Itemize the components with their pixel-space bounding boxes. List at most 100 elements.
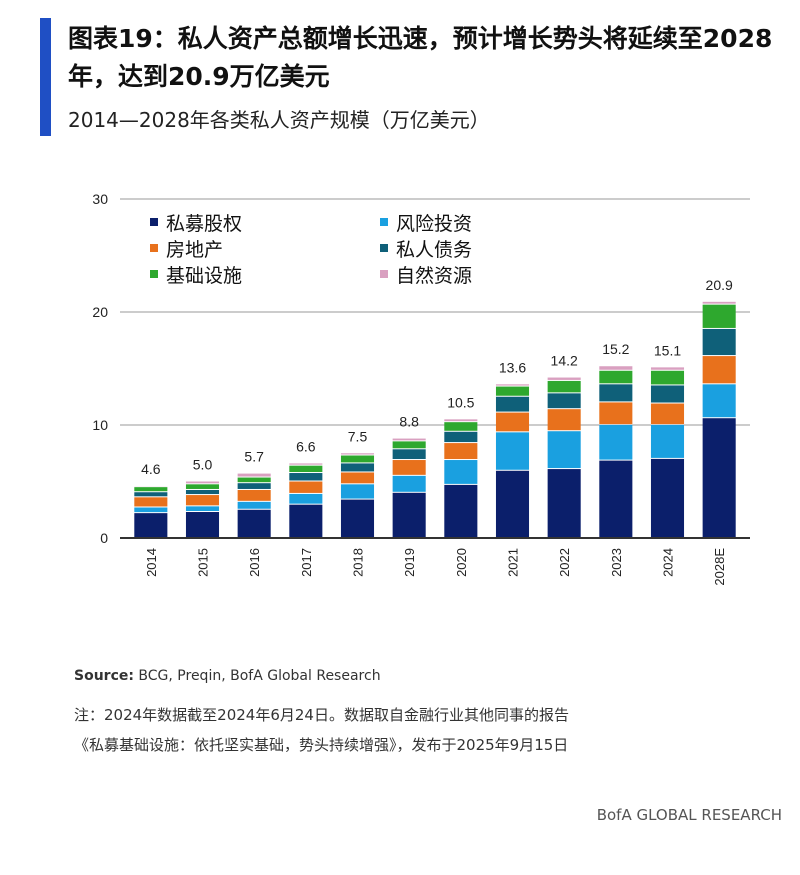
bar-segment: [134, 492, 168, 497]
bar-segment: [289, 481, 323, 493]
bar-segment: [185, 506, 220, 512]
legend-swatch: [380, 218, 388, 226]
legend-label: 基础设施: [166, 265, 242, 287]
note-line-1: 注：2024年数据截至2024年6月24日。数据取自金融行业其他同事的报告: [74, 706, 569, 724]
source-text: BCG, Preqin, BofA Global Research: [133, 668, 381, 684]
data-label: 15.1: [654, 342, 681, 358]
x-tick-label: 2020: [454, 548, 469, 577]
data-label: 10.5: [447, 394, 474, 410]
bar-segment: [237, 483, 271, 489]
legend-label: 自然资源: [396, 265, 472, 287]
y-tick-label: 30: [92, 191, 108, 207]
data-label: 14.2: [551, 353, 578, 369]
bar-segment: [650, 370, 685, 385]
x-tick-label: 2018: [351, 548, 366, 577]
data-label: 7.5: [348, 428, 368, 444]
bar-segment: [185, 512, 220, 537]
bar-segment: [444, 431, 478, 443]
legend-label: 房地产: [166, 239, 223, 261]
bar-segment: [599, 425, 633, 460]
bar-segment: [340, 453, 375, 455]
bar-segment: [289, 465, 323, 473]
data-label: 20.9: [706, 277, 733, 293]
data-label: 6.6: [296, 438, 316, 454]
chart-subtitle: 2014—2028年各类私人资产规模（万亿美元）: [68, 108, 490, 132]
bar-segment: [702, 304, 736, 328]
bar-segment: [599, 366, 633, 370]
bar-segment: [185, 495, 220, 506]
data-label: 15.2: [602, 341, 629, 357]
bar-segment: [340, 455, 375, 463]
bar-segment: [495, 396, 530, 412]
data-label: 8.8: [399, 414, 419, 430]
bar-segment: [547, 377, 581, 380]
brand-logo-text: BofA GLOBAL RESEARCH: [596, 806, 782, 824]
bar-segment: [340, 484, 375, 499]
bar-segment: [237, 477, 271, 483]
bar-segment: [650, 403, 685, 424]
y-tick-label: 10: [92, 417, 108, 433]
data-label: 5.0: [193, 457, 213, 473]
bar-segment: [444, 422, 478, 431]
x-tick-label: 2014: [144, 548, 159, 577]
bar-segment: [392, 438, 426, 441]
bar-segment: [495, 386, 530, 396]
bar-segment: [599, 402, 633, 424]
bar-segment: [547, 469, 581, 537]
bar-segment: [650, 425, 685, 458]
bar-segment: [289, 473, 323, 481]
bar-segment: [340, 499, 375, 537]
bar-segment: [134, 487, 168, 492]
data-label: 4.6: [141, 461, 161, 477]
bar-segment: [444, 460, 478, 484]
bar-segment: [289, 504, 323, 537]
legend-swatch: [150, 218, 158, 226]
bar-segment: [495, 384, 530, 386]
bar-segment: [392, 492, 426, 537]
bar-segment: [702, 384, 736, 418]
legend-swatch: [380, 244, 388, 252]
legend-swatch: [380, 270, 388, 278]
note-line-2: 《私募基础设施：依托坚实基础，势头持续增强》，发布于2025年9月15日: [74, 736, 569, 754]
x-tick-label: 2017: [299, 548, 314, 577]
bar-segment: [547, 409, 581, 431]
bar-segment: [392, 441, 426, 449]
bar-segment: [495, 432, 530, 470]
x-tick-label: 2016: [247, 548, 262, 577]
bar-segment: [134, 497, 168, 507]
bar-segment: [134, 513, 168, 537]
bar-segment: [650, 367, 685, 370]
x-tick-label: 2022: [557, 548, 572, 577]
bar-segment: [237, 501, 271, 509]
legend-label: 风险投资: [396, 213, 472, 235]
bar-segment: [134, 507, 168, 513]
bar-segment: [495, 470, 530, 537]
bar-segment: [650, 385, 685, 403]
bar-segment: [185, 481, 220, 484]
bar-segment: [185, 484, 220, 489]
bar-segment: [444, 484, 478, 537]
bar-segment: [702, 328, 736, 356]
bar-segment: [237, 489, 271, 501]
bar-segment: [495, 412, 530, 432]
bar-segment: [392, 475, 426, 492]
accent-bar: [40, 18, 51, 136]
bar-segment: [237, 509, 271, 537]
bar-segment: [340, 463, 375, 472]
stacked-bar-chart: 0 10 20 30 4.6 2014 5.0 2015 5.7 2016 6.6 2017 7.5 20…: [92, 191, 750, 586]
bar-segment: [547, 393, 581, 409]
legend-label: 私人债务: [396, 239, 472, 261]
bar-segment: [599, 460, 633, 537]
bar-segment: [392, 460, 426, 475]
y-tick-label: 0: [100, 530, 108, 546]
data-label: 5.7: [244, 449, 264, 465]
source-label: Source:: [74, 668, 134, 684]
x-tick-label: 2024: [661, 548, 676, 577]
bar-segment: [547, 431, 581, 469]
bar-segment: [599, 370, 633, 384]
y-tick-label: 20: [92, 304, 108, 320]
bar-segment: [185, 489, 220, 495]
x-tick-label: 2021: [506, 548, 521, 577]
legend-swatch: [150, 244, 158, 252]
bar-segment: [444, 419, 478, 422]
